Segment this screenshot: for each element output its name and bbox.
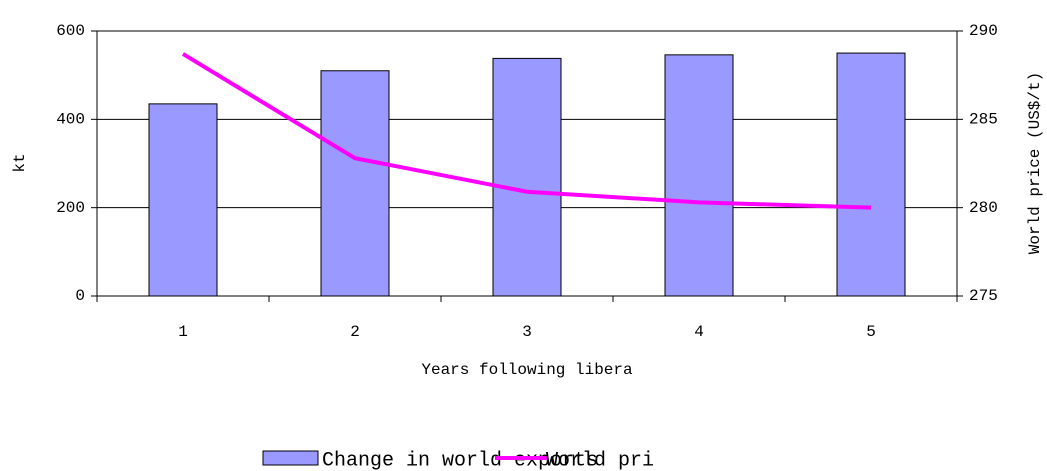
y-tick-label: 400 xyxy=(56,111,85,129)
x-tick-label: 1 xyxy=(178,323,188,341)
y2-axis-label: World price (US$/t) xyxy=(1026,72,1044,254)
bar xyxy=(492,57,562,297)
x-axis-label: Years following libera xyxy=(421,361,633,379)
bar xyxy=(320,70,390,297)
x-tick-label: 3 xyxy=(522,323,532,341)
bar xyxy=(148,103,218,297)
legend-label: Change in world exports xyxy=(322,449,598,471)
y2-tick-label: 280 xyxy=(969,199,998,217)
x-tick-label: 2 xyxy=(350,323,360,341)
legend-label: World pri xyxy=(546,449,654,471)
bar xyxy=(836,52,906,297)
y2-tick-label: 275 xyxy=(969,287,998,305)
y-tick-label: 600 xyxy=(56,22,85,40)
y2-tick-label: 290 xyxy=(969,22,998,40)
y-tick-label: 200 xyxy=(56,199,85,217)
legend-swatch xyxy=(262,450,319,466)
y-axis-label: kt xyxy=(11,153,29,172)
y2-tick-label: 285 xyxy=(969,111,998,129)
x-tick-label: 4 xyxy=(694,323,704,341)
bar xyxy=(664,54,734,297)
y-tick-label: 0 xyxy=(75,287,85,305)
x-tick-label: 5 xyxy=(866,323,876,341)
price-line xyxy=(181,52,872,210)
